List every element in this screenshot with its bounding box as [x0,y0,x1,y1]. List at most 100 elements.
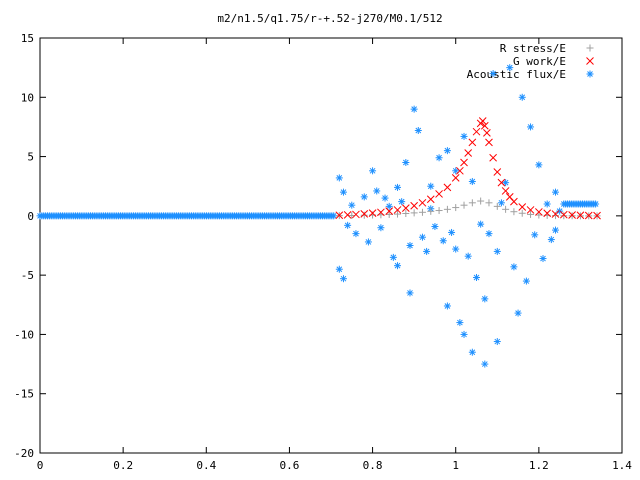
data-point [427,182,435,190]
data-point [531,231,539,239]
data-point [335,211,344,220]
data-point [439,237,447,245]
data-point [535,208,543,216]
y-tick-label: -10 [14,328,34,341]
data-point [443,205,451,213]
series-2 [36,64,600,368]
data-point [485,230,493,238]
data-point [348,201,356,209]
data-point [543,209,552,218]
data-point [393,206,402,214]
data-point [435,190,443,198]
data-point [389,253,397,261]
data-point [518,209,526,217]
data-point [514,309,522,317]
data-point [460,330,468,338]
data-point [377,224,385,232]
data-point [344,221,352,229]
data-point [410,201,418,210]
data-point [369,167,377,175]
data-point [489,153,497,162]
data-point [502,179,510,187]
data-point [497,199,505,207]
data-point [593,211,601,220]
data-point [468,348,476,356]
data-point [502,205,510,213]
data-point [497,178,506,187]
y-tick-label: -20 [14,447,34,460]
data-point [481,360,489,368]
x-tick-label: 1 [452,459,459,472]
data-point [526,206,535,214]
data-point [551,188,559,196]
data-point [401,204,410,213]
data-point [418,208,426,216]
data-point [418,198,427,207]
data-point [394,183,402,191]
data-point [452,245,460,253]
data-point [485,199,493,207]
data-point [427,207,435,215]
data-point [493,168,502,176]
data-point [364,238,372,246]
data-point [431,223,439,231]
data-point [443,302,451,310]
data-point [456,166,464,175]
data-point [385,210,393,218]
data-point [335,265,343,273]
chart-title: m2/n1.5/q1.75/r-+.52-j270/M0.1/512 [217,12,442,25]
data-point [373,187,381,195]
plot-frame [39,37,623,454]
data-point [360,209,369,218]
data-point [385,207,394,215]
data-point [460,158,468,167]
data-point [592,200,600,208]
data-point [464,252,472,260]
data-point [527,210,535,218]
data-point [456,319,464,327]
y-tick-label: 5 [27,151,34,164]
data-point [348,212,356,220]
data-point [477,220,485,228]
data-point [468,138,477,147]
data-point [560,212,568,220]
data-point [559,210,568,219]
data-point [493,202,501,210]
data-point [443,183,452,192]
data-point [568,212,576,220]
data-point [352,210,360,219]
data-point [501,187,510,195]
data-point [506,64,514,72]
data-point [402,159,410,166]
data-point [406,242,414,249]
x-tick-label: 0.8 [363,459,383,472]
data-point [535,211,543,219]
data-point [410,105,418,113]
data-point [547,236,555,244]
data-point [539,255,547,263]
legend-marker [586,70,594,78]
data-point [414,126,422,134]
data-point [576,211,585,220]
data-point [394,210,402,218]
y-tick-label: -5 [21,269,34,282]
data-point [527,123,535,131]
x-tick-label: 0 [37,459,44,472]
data-point [381,194,389,202]
data-point [451,174,460,182]
data-point [343,211,352,219]
data-point [584,211,593,220]
y-tick-label: 15 [21,32,34,45]
legend-marker [586,57,594,65]
data-point [518,203,527,211]
data-point [543,200,551,208]
legend-label: G work/E [513,55,566,68]
data-point [360,211,368,219]
data-point [398,198,406,206]
data-point [435,154,443,162]
data-point [510,208,518,216]
data-point [460,132,468,140]
data-point [423,247,431,255]
